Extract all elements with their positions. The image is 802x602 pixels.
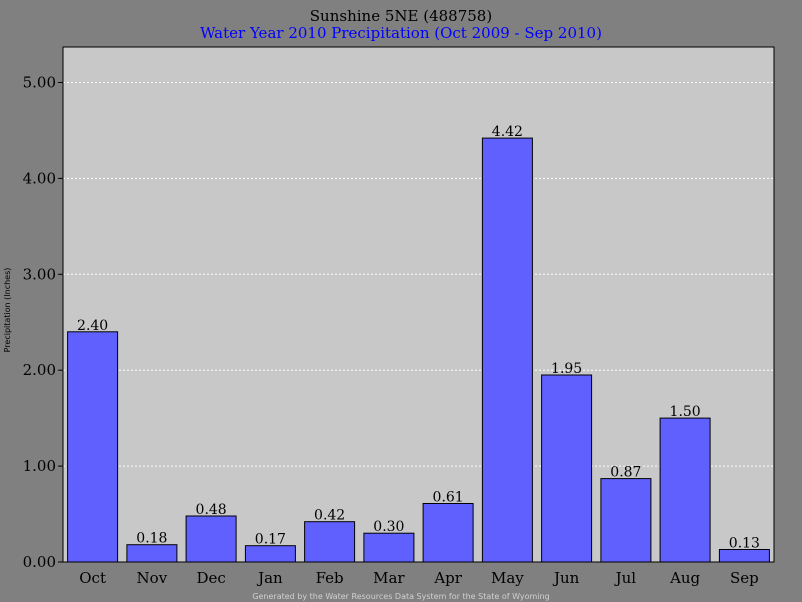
y-tick-label: 3.00 <box>23 265 56 283</box>
y-tick-label: 0.00 <box>23 553 56 571</box>
bar-aug <box>659 417 711 563</box>
x-tick-label-jul: Jul <box>614 569 637 587</box>
plot-frame <box>62 46 775 563</box>
data-label-jul: 0.87 <box>610 465 641 481</box>
data-label-sep: 0.13 <box>729 536 760 552</box>
data-label-aug: 1.50 <box>670 404 701 420</box>
x-tick-label-apr: Apr <box>433 569 462 587</box>
bar-jan <box>244 545 296 563</box>
bar-nov <box>126 544 178 563</box>
x-tick-label-aug: Aug <box>669 569 700 587</box>
y-tick-label: 4.00 <box>23 169 56 187</box>
chart-title: Sunshine 5NE (488758) <box>310 7 492 25</box>
x-axis-ticks: Oct Nov Dec Jan Feb Mar Apr May Jun Jul Aug Sep <box>79 569 759 587</box>
bar-oct <box>67 331 119 563</box>
x-tick-label-jan: Jan <box>256 569 283 587</box>
bar-dec <box>185 515 237 563</box>
data-label-may: 4.42 <box>492 124 523 140</box>
plot-area <box>63 47 774 562</box>
x-tick-label-dec: Dec <box>196 569 225 587</box>
chart-subtitle: Water Year 2010 Precipitation (Oct 2009 … <box>200 24 602 42</box>
data-label-oct: 2.40 <box>77 318 108 334</box>
data-label-mar: 0.30 <box>373 519 404 535</box>
data-label-apr: 0.61 <box>433 490 464 506</box>
y-tick-label: 5.00 <box>23 73 56 91</box>
x-tick-label-nov: Nov <box>137 569 168 587</box>
bars <box>67 137 770 563</box>
data-labels: 2.40 0.18 0.48 0.17 0.42 0.30 0.61 4.42 1.95 0.87… <box>77 124 760 551</box>
y-axis-ticks: 0.00 1.00 2.00 3.00 4.00 5.00 <box>23 73 63 571</box>
bar-feb <box>304 521 356 563</box>
data-label-jun: 1.95 <box>551 361 582 377</box>
x-tick-label-sep: Sep <box>730 569 759 587</box>
x-tick-label-mar: Mar <box>373 569 405 587</box>
bar-jun <box>541 374 593 563</box>
x-tick-label-jun: Jun <box>552 569 580 587</box>
x-tick-label-feb: Feb <box>316 569 344 587</box>
x-tick-label-oct: Oct <box>79 569 106 587</box>
data-label-nov: 0.18 <box>136 531 167 547</box>
bar-apr <box>422 503 474 563</box>
bar-may <box>481 137 533 563</box>
bar-jul <box>600 478 652 563</box>
x-tick-label-may: May <box>491 569 524 587</box>
footer-credit: Generated by the Water Resources Data Sy… <box>252 592 549 601</box>
y-tick-label: 1.00 <box>23 457 56 475</box>
data-label-feb: 0.42 <box>314 508 345 524</box>
bar-mar <box>363 532 415 563</box>
data-label-jan: 0.17 <box>255 532 286 548</box>
y-tick-label: 2.00 <box>23 361 56 379</box>
y-axis-label: Precipitation (Inches) <box>3 268 12 353</box>
grid-lines <box>63 81 774 467</box>
data-label-dec: 0.48 <box>196 502 227 518</box>
